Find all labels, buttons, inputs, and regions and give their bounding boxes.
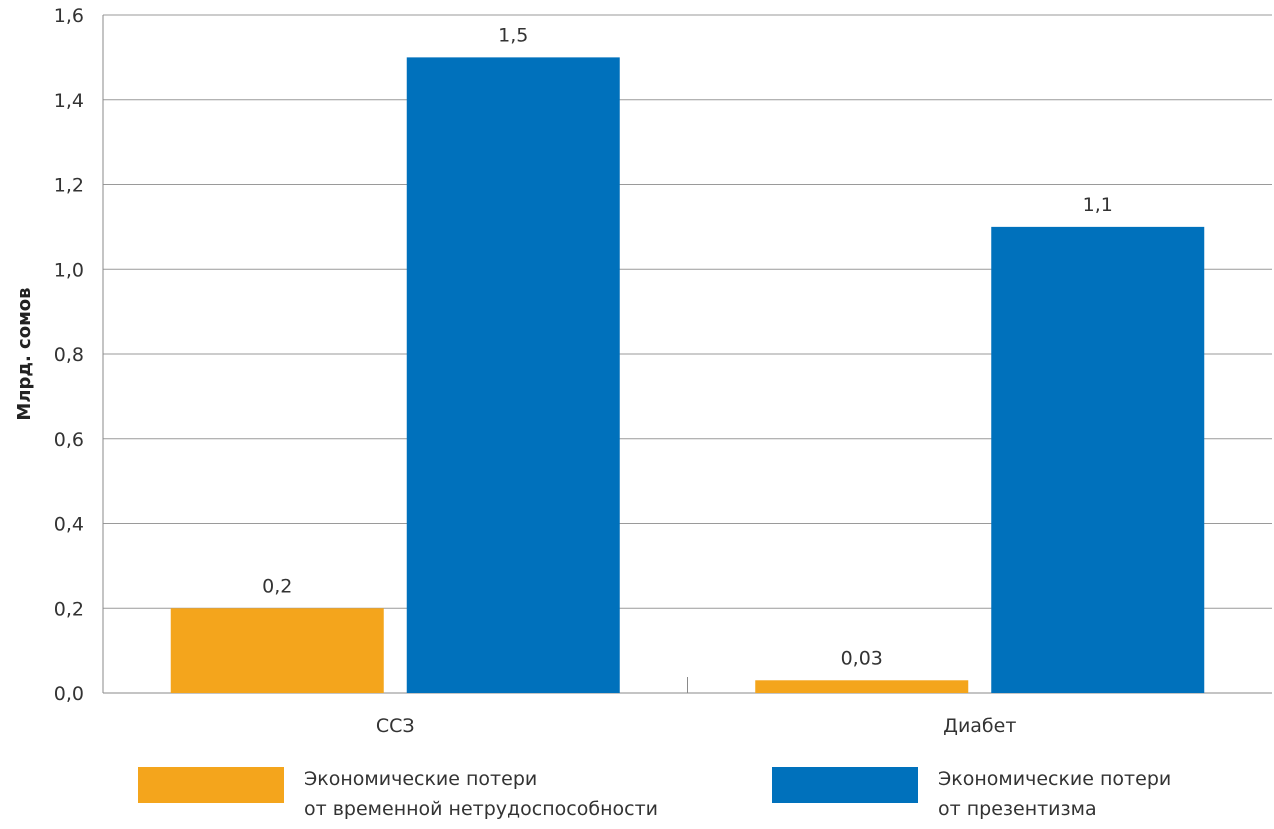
y-tick-label: 1,0 <box>54 259 84 281</box>
legend-item-sick-leave: Экономические потери от временной нетруд… <box>138 764 658 824</box>
y-tick-labels: 0,0 0,2 0,4 0,6 0,8 1,0 1,2 1,4 1,6 <box>54 5 84 705</box>
legend-label-presenteeism: Экономические потери от презентизма <box>938 764 1171 824</box>
category-label: ССЗ <box>376 715 415 737</box>
bar <box>991 226 1205 693</box>
category-labels: ССЗ Диабет <box>376 715 1017 737</box>
bars: 0,2 1,5 0,03 1,1 <box>170 24 1205 693</box>
data-label: 0,2 <box>262 575 292 597</box>
legend-label-line1: Экономические потери <box>304 768 538 790</box>
bar <box>406 57 620 693</box>
legend-label-sick-leave: Экономические потери от временной нетруд… <box>304 764 658 824</box>
data-label: 1,1 <box>1083 194 1113 216</box>
y-tick-label: 0,8 <box>54 344 84 366</box>
y-tick-label: 0,4 <box>54 514 84 536</box>
bar-chart: 0,2 1,5 0,03 1,1 0,0 0,2 0,4 0,6 0,8 1,0 1,2 1,4 1,… <box>14 5 1272 737</box>
bar <box>170 608 384 693</box>
bar <box>755 680 969 693</box>
legend-label-line1: Экономические потери <box>938 768 1172 790</box>
y-tick-label: 0,2 <box>54 598 84 620</box>
legend-swatch-presenteeism <box>772 767 918 803</box>
legend-label-line2: от временной нетрудоспособности <box>304 798 658 820</box>
legend-swatch-sick-leave <box>138 767 284 803</box>
legend-label-line2: от презентизма <box>938 798 1097 820</box>
category-label: Диабет <box>943 715 1016 737</box>
y-tick-label: 0,0 <box>54 683 84 705</box>
y-tick-label: 1,6 <box>54 5 84 27</box>
y-tick-label: 1,2 <box>54 175 84 197</box>
y-tick-label: 0,6 <box>54 429 84 451</box>
data-label: 1,5 <box>498 24 528 46</box>
data-label: 0,03 <box>841 647 883 669</box>
legend-item-presenteeism: Экономические потери от презентизма <box>772 764 1171 824</box>
y-axis-title: Млрд. сомов <box>14 287 35 420</box>
y-tick-label: 1,4 <box>54 90 84 112</box>
